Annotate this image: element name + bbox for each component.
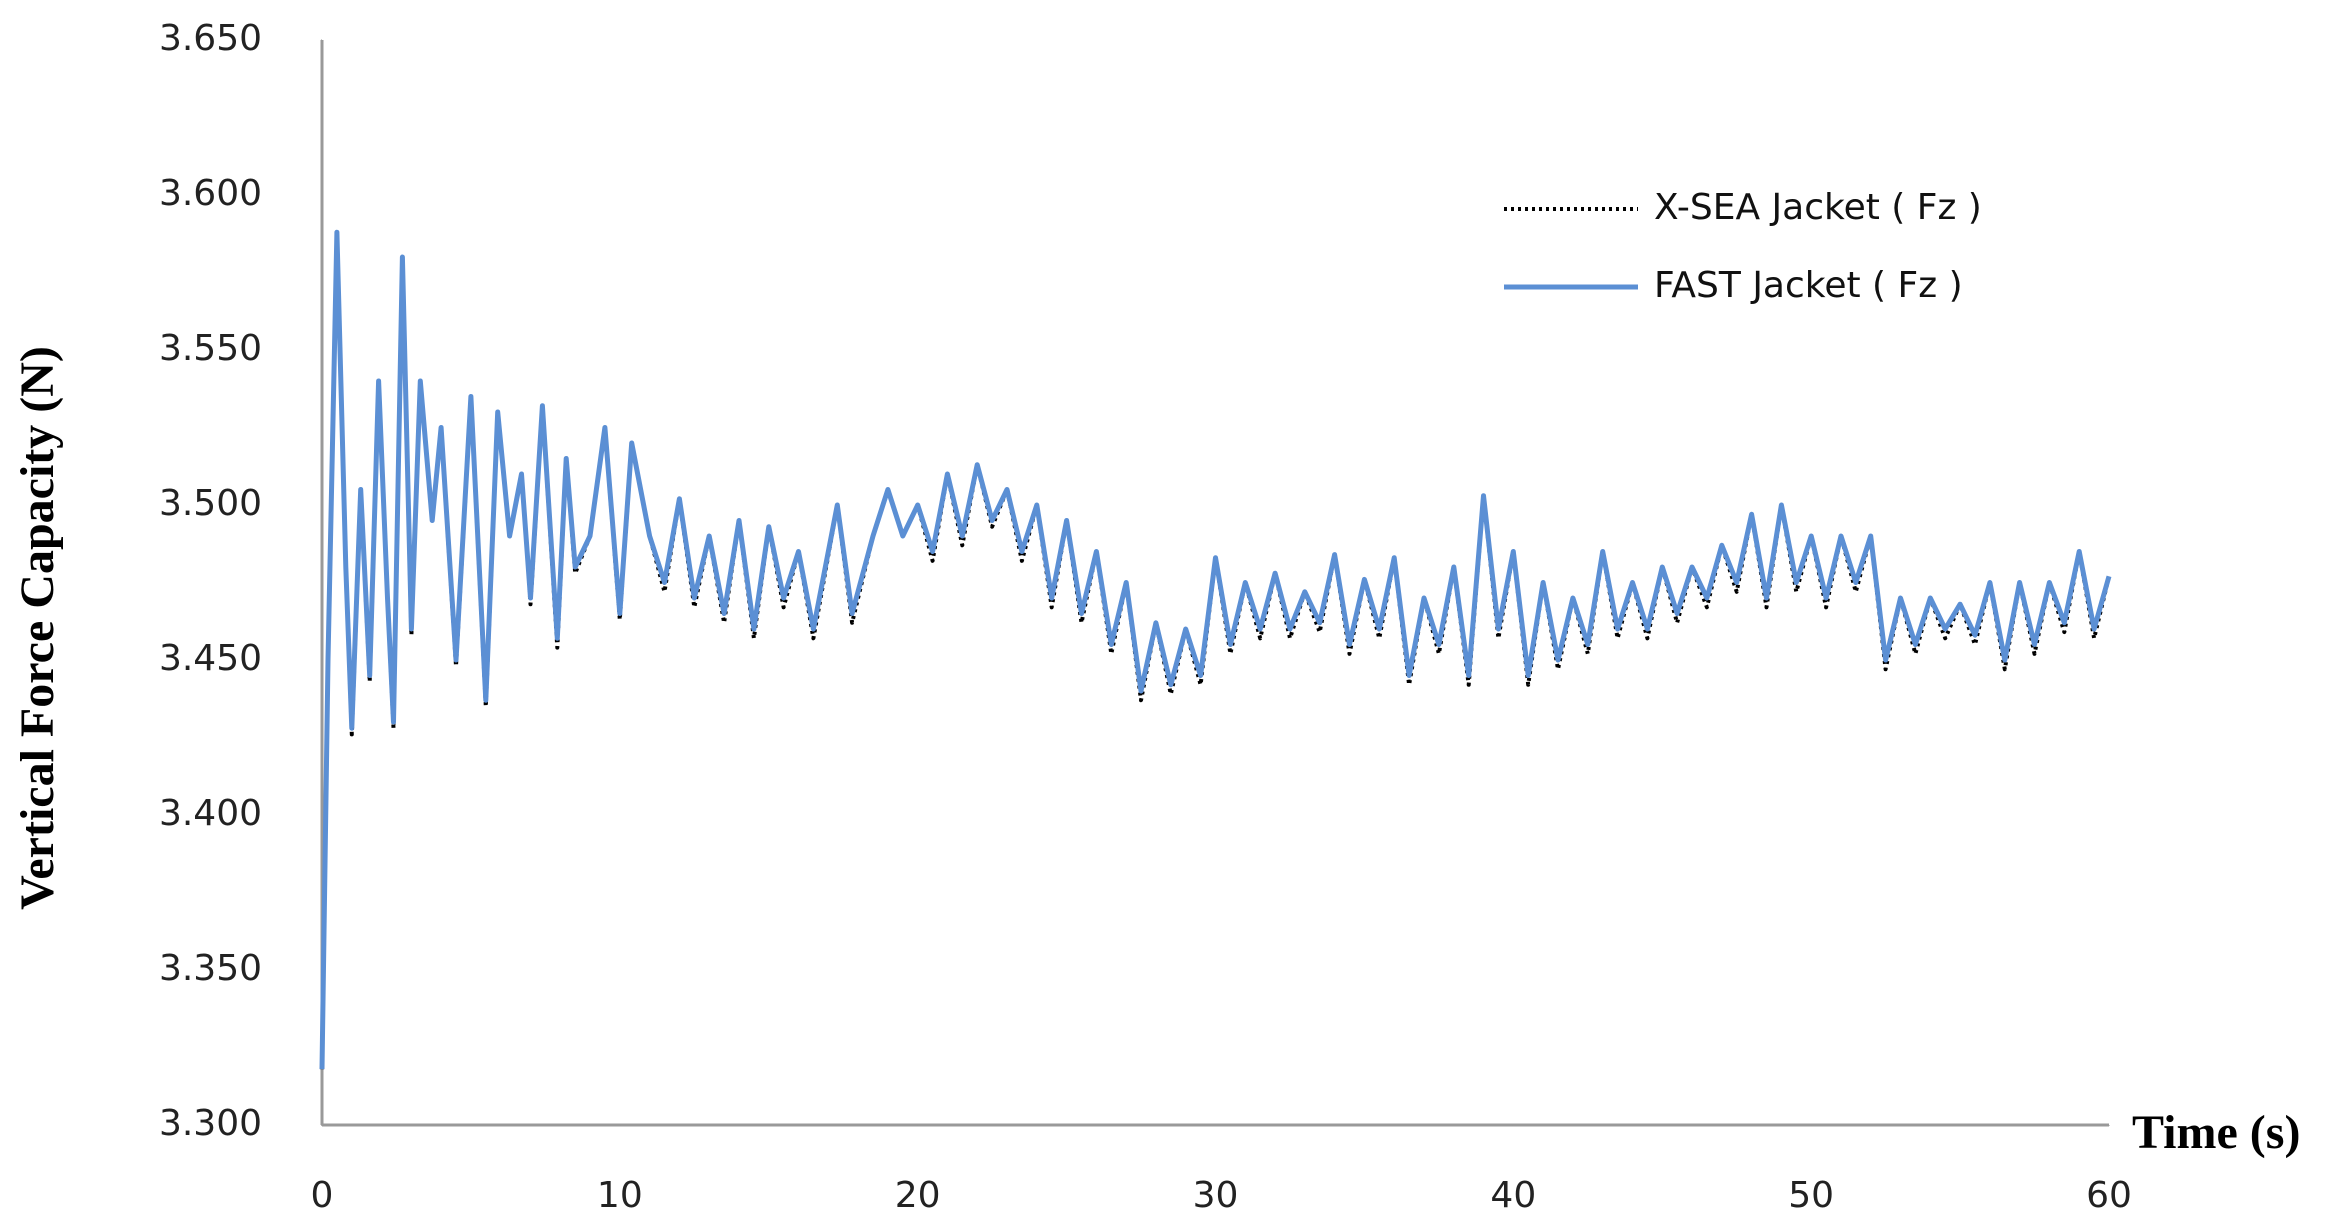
y-tick-label: 3.300 [159,1103,262,1144]
y-tick-label: 3.500 [159,483,262,524]
y-tick-label: 3.400 [159,793,262,834]
y-axis-title: Vertical Force Capacity (N) [11,346,64,910]
y-tick-label: 3.550 [159,328,262,369]
y-tick-label: 3.650 [159,18,262,59]
x-tick-label: 0 [311,1175,334,1216]
x-tick-label: 60 [2086,1175,2132,1216]
y-tick-label: 3.600 [159,173,262,214]
legend-label: FAST Jacket ( Fz ) [1654,265,1963,306]
series-line [320,230,2111,1070]
y-tick-label: 3.450 [159,638,262,679]
x-tick-label: 10 [597,1175,643,1216]
legend-label: X-SEA Jacket ( Fz ) [1654,187,1982,228]
x-tick-label: 50 [1788,1175,1834,1216]
x-tick-label: 40 [1490,1175,1536,1216]
series-line [319,229,2112,1070]
x-tick-label: 20 [895,1175,941,1216]
x-tick-label: 30 [1193,1175,1239,1216]
x-axis-title: Time (s) [2132,1106,2300,1159]
y-tick-label: 3.350 [159,948,262,989]
